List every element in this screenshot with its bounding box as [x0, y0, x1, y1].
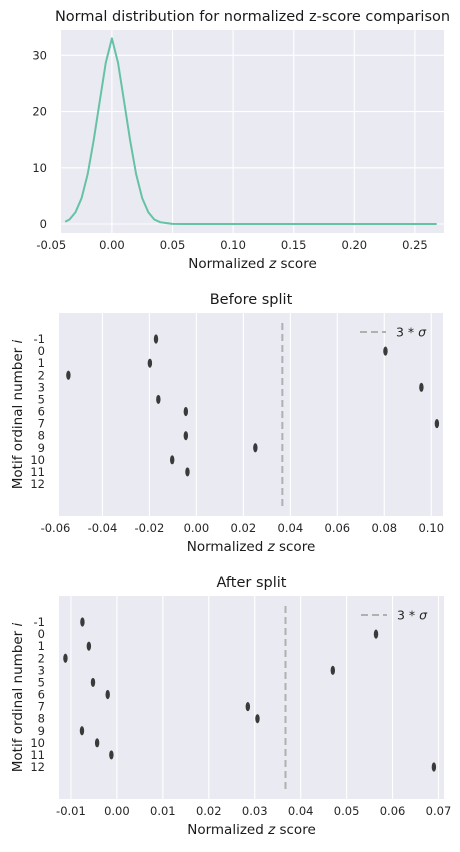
- y-tick-label: -1: [34, 332, 45, 346]
- data-point: [245, 701, 251, 712]
- x-tick-label: 0.08: [371, 521, 397, 535]
- y-tick-label: 2: [38, 651, 45, 665]
- data-point: [109, 750, 114, 760]
- plot-area: [61, 30, 444, 233]
- data-point: [63, 653, 68, 663]
- data-point: [156, 394, 161, 405]
- y-tick-label: 5: [38, 675, 45, 689]
- y-tick-label: 0: [38, 627, 45, 641]
- y-tick-label: 7: [38, 700, 45, 714]
- data-point: [255, 714, 260, 724]
- data-point: [66, 370, 71, 380]
- chart-panel-2: Before split -0.06 -0.04 -0.02 0.00 0.02 0.04 0…: [10, 292, 444, 555]
- y-tick-label: 30: [32, 48, 47, 62]
- data-point: [105, 689, 110, 700]
- y-tick-label: 11: [30, 748, 45, 762]
- x-tick-label: 0.00: [184, 521, 210, 535]
- x-tick-label: -0.06: [41, 521, 71, 535]
- data-point: [183, 431, 189, 441]
- y-tick-label: 12: [30, 760, 45, 774]
- y-tick-label: 7: [38, 417, 45, 431]
- x-tick-label: -0.05: [36, 238, 66, 252]
- x-tick-label: 0.06: [380, 804, 406, 818]
- y-tick-label: 3: [38, 380, 45, 394]
- y-tick-label: 2: [38, 368, 45, 382]
- y-tick-label: -1: [34, 615, 45, 629]
- x-tick-label: 0.03: [242, 804, 268, 818]
- x-axis-label: Normalized z score: [187, 539, 316, 555]
- x-tick-label: 0.01: [150, 804, 176, 818]
- y-tick-label: 8: [38, 712, 45, 726]
- x-tick-label: -0.02: [135, 521, 165, 535]
- data-point: [94, 738, 100, 748]
- x-axis-label: Normalized z score: [187, 822, 316, 838]
- x-tick-label: 0.25: [402, 238, 428, 252]
- x-tick-label: 0.02: [231, 521, 257, 535]
- y-tick-label: 9: [38, 441, 45, 455]
- plot-area: [59, 596, 444, 799]
- x-tick-label: 0.10: [220, 238, 246, 252]
- y-tick-label: 10: [30, 453, 45, 467]
- x-tick-label: 0.05: [334, 804, 360, 818]
- data-point: [90, 677, 96, 688]
- data-point: [80, 617, 85, 627]
- chart-title: Normal distribution for normalized z-sco…: [55, 9, 450, 25]
- data-point: [147, 358, 153, 368]
- y-tick-label: 0: [38, 344, 45, 358]
- y-tick-label: 6: [38, 405, 45, 419]
- x-tick-label: 0.02: [196, 804, 222, 818]
- chart-title: Before split: [210, 292, 293, 308]
- data-point: [170, 455, 175, 465]
- data-point: [434, 418, 440, 429]
- y-tick-label: 5: [38, 392, 45, 406]
- x-tick-label: 0.20: [342, 238, 368, 252]
- x-tick-label: -0.04: [88, 521, 118, 535]
- x-tick-label: 0.00: [104, 804, 130, 818]
- data-point: [79, 726, 85, 736]
- chart-title: After split: [217, 575, 287, 591]
- data-point: [153, 334, 159, 344]
- chart-panel-3: After split -0.01 0.00 0.01 0.02 0.03 0.04 0.05…: [10, 575, 451, 838]
- data-point: [86, 641, 92, 651]
- data-point: [253, 443, 258, 453]
- legend-label: 3 * σ: [397, 608, 428, 623]
- data-point: [185, 467, 190, 477]
- y-tick-label: 8: [38, 429, 45, 443]
- y-tick-label: 9: [38, 724, 45, 738]
- y-axis-label: Motif ordinal number i: [10, 340, 26, 490]
- y-tick-label: 6: [38, 688, 45, 702]
- x-axis-label: Normalized z score: [188, 256, 317, 272]
- x-tick-label: -0.01: [56, 804, 86, 818]
- data-point: [330, 665, 336, 675]
- x-tick-label: 0.04: [288, 804, 314, 818]
- y-tick-label: 11: [30, 465, 45, 479]
- y-tick-label: 10: [32, 161, 47, 175]
- y-tick-label: 12: [30, 477, 45, 491]
- y-axis-label: Motif ordinal number i: [10, 623, 26, 773]
- data-point: [431, 762, 437, 772]
- x-tick-label: 0.07: [426, 804, 452, 818]
- x-tick-label: 0.04: [278, 521, 304, 535]
- y-tick-label: 20: [32, 105, 47, 119]
- y-tick-label: 10: [30, 736, 45, 750]
- data-point: [383, 346, 388, 356]
- x-tick-label: 0.06: [325, 521, 351, 535]
- x-tick-label: 0.05: [160, 238, 186, 252]
- chart-panel-1: Normal distribution for normalized z-sco…: [32, 9, 450, 272]
- y-tick-label: 1: [38, 356, 45, 370]
- data-point: [373, 629, 379, 639]
- legend-label: 3 * σ: [396, 325, 427, 340]
- series-line-1: [64, 37, 437, 225]
- x-tick-label: 0.00: [99, 238, 125, 252]
- data-point: [419, 382, 424, 392]
- x-tick-label: 0.10: [418, 521, 444, 535]
- y-tick-label: 0: [40, 217, 47, 231]
- y-tick-label: 3: [38, 663, 45, 677]
- y-tick-label: 1: [38, 639, 45, 653]
- plot-area: [59, 313, 443, 516]
- data-point: [183, 406, 189, 417]
- x-tick-label: 0.15: [281, 238, 307, 252]
